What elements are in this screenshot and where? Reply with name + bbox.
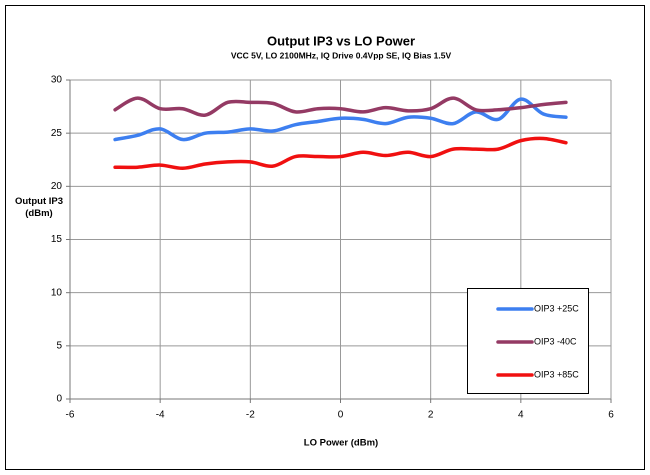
chart-frame <box>5 5 645 470</box>
x-tick-label: 2 <box>428 410 434 421</box>
y-tick-label: 5 <box>56 340 62 351</box>
y-tick-label: 20 <box>51 181 63 192</box>
y-tick-label: 15 <box>51 234 63 245</box>
x-tick-label: -6 <box>66 410 75 421</box>
legend-label: OIP3 +25C <box>534 303 579 313</box>
chart-title: Output IP3 vs LO Power <box>267 33 415 48</box>
chart-subtitle: VCC 5V, LO 2100MHz, IQ Drive 0.4Vpp SE, … <box>231 50 452 60</box>
legend-label: OIP3 -40C <box>534 336 577 346</box>
x-tick-label: 4 <box>518 410 524 421</box>
y-tick-label: 25 <box>51 128 63 139</box>
y-tick-label: 30 <box>51 75 63 86</box>
legend-label: OIP3 +85C <box>534 369 579 379</box>
y-tick-label: 0 <box>56 394 62 405</box>
x-tick-label: 6 <box>608 410 614 421</box>
x-tick-label: -2 <box>246 410 255 421</box>
y-tick-label: 10 <box>51 287 63 298</box>
series-line <box>113 96 568 117</box>
legend: OIP3 +25C OIP3 -40C OIP3 +85C <box>467 288 589 394</box>
x-axis-label: LO Power (dBm) <box>304 438 378 449</box>
x-tick-label: -4 <box>156 410 165 421</box>
x-tick-label: 0 <box>338 410 344 421</box>
y-axis-label: Output IP3 (dBm) <box>14 196 64 219</box>
series-line <box>113 136 568 171</box>
series-line <box>113 97 568 142</box>
